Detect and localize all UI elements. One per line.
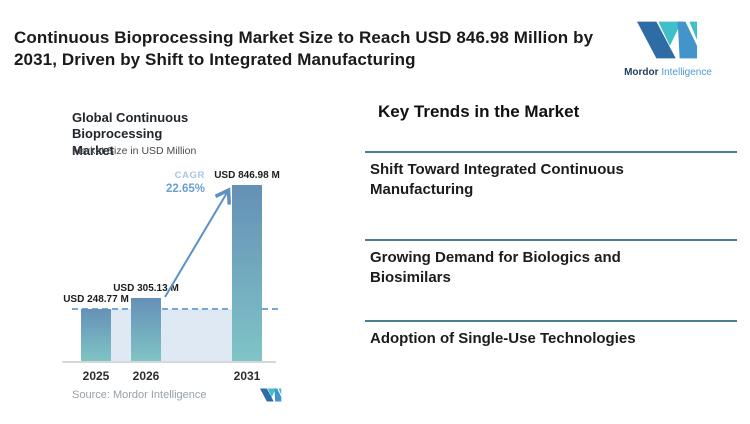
x-axis-label: 2025 xyxy=(82,369,110,383)
plot-area: CAGR 22.65% USD 248.77 M 2025 USD 305.13 M… xyxy=(62,168,280,383)
trend-item-label: Growing Demand for Biologics and Biosimi… xyxy=(370,249,621,286)
chart-title: Global Continuous Bioprocessing Market xyxy=(72,110,189,158)
cagr-annotation: CAGR 22.65% xyxy=(166,170,205,196)
trend-item-biologics-biosimilars: Growing Demand for Biologics and Biosimi… xyxy=(365,239,737,320)
chart-subtitle: Market Size in USD Million xyxy=(72,145,197,157)
x-axis-label: 2026 xyxy=(132,369,160,383)
cagr-label: CAGR xyxy=(174,170,205,181)
trends-panel: Key Trends in the Market Shift Toward In… xyxy=(365,102,737,410)
highlight-band xyxy=(81,309,262,361)
x-axis-label: 2031 xyxy=(233,369,261,383)
bar-value-label: USD 248.77 M xyxy=(63,294,129,305)
trend-item-label: Shift Toward Integrated Continuous Manuf… xyxy=(370,161,624,198)
page-title: Continuous Bioprocessing Market Size to … xyxy=(14,28,594,70)
bar-value-label: USD 305.13 M xyxy=(113,283,179,294)
brand-name-light: Intelligence xyxy=(661,67,712,78)
mordor-logo-small-icon xyxy=(260,388,282,402)
mordor-logo-icon xyxy=(637,21,698,59)
bar-2026 xyxy=(131,298,161,361)
brand-name-bold: Mordor xyxy=(624,67,659,78)
source-text: Source: Mordor Intelligence xyxy=(72,389,207,401)
cagr-value: 22.65% xyxy=(165,182,205,195)
trend-item-single-use-technologies: Adoption of Single-Use Technologies xyxy=(365,320,737,410)
brand-name: Mordor Intelligence xyxy=(618,67,718,78)
trends-heading: Key Trends in the Market xyxy=(378,102,580,121)
bar-2025 xyxy=(81,309,111,361)
trend-item-integrated-manufacturing: Shift Toward Integrated Continuous Manuf… xyxy=(365,151,737,239)
growth-arrow-icon xyxy=(164,187,232,298)
brand-logo: Mordor Intelligence xyxy=(618,20,718,78)
bar-value-label: USD 846.98 M xyxy=(214,170,280,181)
reference-dashed-line xyxy=(72,308,278,310)
source-row: Source: Mordor Intelligence xyxy=(72,388,282,402)
trend-item-label: Adoption of Single-Use Technologies xyxy=(370,330,636,347)
bar-2031 xyxy=(232,185,262,361)
